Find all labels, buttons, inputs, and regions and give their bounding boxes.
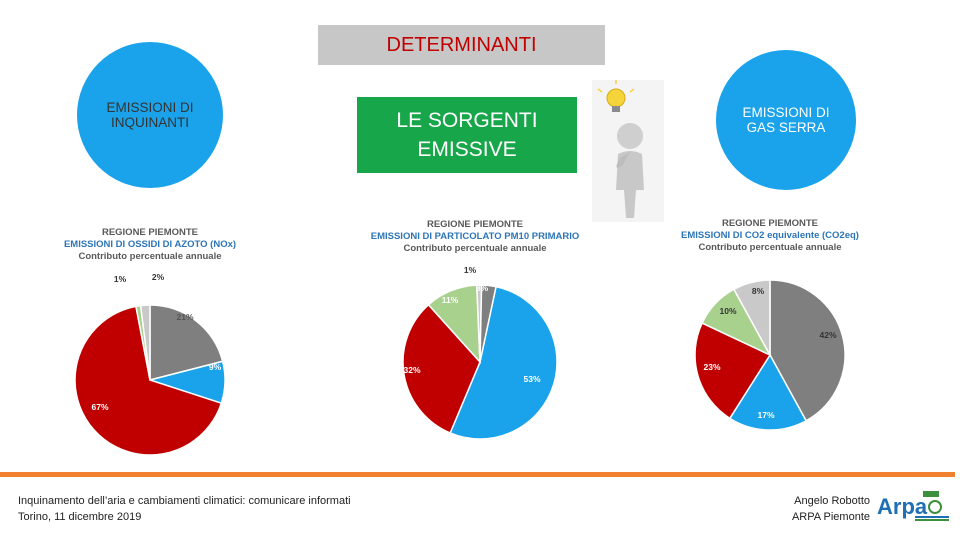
pie-slice-label: 32% — [403, 365, 420, 375]
nox-pie-chart: 21% 9% 67% 1% 2% — [74, 272, 226, 456]
subtitle-box: LE SORGENTI EMISSIVE — [357, 97, 577, 173]
pie-slice — [74, 305, 223, 456]
pie-slice — [149, 304, 224, 381]
footer-event-title: Inquinamento dell’aria e cambiamenti cli… — [18, 495, 351, 507]
pie-slice — [139, 304, 151, 381]
emissions-pollutants-bubble: EMISSIONI DI INQUINANTI — [77, 42, 223, 188]
subtitle-line-1: LE SORGENTI — [396, 109, 538, 132]
chart-2-subtitle: EMISSIONI DI PARTICOLATO PM10 PRIMARIO — [370, 231, 580, 242]
footer-rule — [0, 472, 955, 477]
chart-1-header: REGIONE PIEMONTE EMISSIONI DI OSSIDI DI … — [40, 227, 260, 263]
arpa-logo-text: Arpa — [877, 494, 928, 519]
chart-1-title: REGIONE PIEMONTE — [101, 227, 199, 238]
pie-slice-label: 3% — [476, 283, 489, 293]
pie-slice-label: 53% — [523, 374, 540, 384]
footer-event: Inquinamento dell’aria e cambiamenti cli… — [18, 493, 351, 525]
bubble-left-line-2: INQUINANTI — [110, 115, 189, 130]
pie-slice-label: 8% — [752, 286, 765, 296]
subtitle-line-2: EMISSIVE — [417, 138, 517, 161]
pie-slice — [449, 285, 558, 440]
footer-event-date: Torino, 11 dicembre 2019 — [18, 511, 142, 523]
footer-author-org: ARPA Piemonte — [791, 511, 870, 523]
chart-3-caption: Contributo percentuale annuale — [698, 242, 842, 253]
slide-title: DETERMINANTI — [318, 25, 605, 65]
arpa-logo: Arpa — [877, 491, 949, 521]
pie-slice-label: 10% — [719, 306, 736, 316]
pie-slice — [728, 353, 808, 431]
chart-2-header: REGIONE PIEMONTE EMISSIONI DI PARTICOLAT… — [350, 219, 600, 255]
co2eq-pie-chart: 42% 17% 23% 10% 8% — [694, 279, 846, 431]
pie-slice — [732, 279, 771, 356]
chart-1-subtitle: EMISSIONI DI OSSIDI DI AZOTO (NOx) — [63, 239, 237, 250]
pie-slice-label: 17% — [757, 410, 774, 420]
pie-slice-label: 67% — [91, 402, 108, 412]
chart-2-title: REGIONE PIEMONTE — [426, 219, 524, 230]
chart-1-caption: Contributo percentuale annuale — [78, 251, 222, 262]
pie-slice — [479, 284, 497, 363]
greenhouse-gas-bubble: EMISSIONI DI GAS SERRA — [716, 50, 856, 190]
bubble-right-line-2: GAS SERRA — [746, 120, 826, 135]
chart-3-title: REGIONE PIEMONTE — [721, 218, 819, 229]
pie-slice-label: 21% — [176, 312, 193, 322]
chart-3-header: REGIONE PIEMONTE EMISSIONI DI CO2 equiva… — [665, 218, 875, 254]
pie-slice — [769, 279, 846, 422]
pie-slice-label: 23% — [703, 362, 720, 372]
pie-slice-label: 1% — [114, 274, 127, 284]
pie-slice-label: 1% — [464, 265, 477, 275]
pie-slice-label: 9% — [209, 362, 222, 372]
pie-slice-label: 42% — [819, 330, 836, 340]
chart-2-caption: Contributo percentuale annuale — [403, 243, 547, 254]
pie-slice-label: 11% — [442, 295, 459, 305]
chart-3-subtitle: EMISSIONI DI CO2 equivalente (CO2eq) — [681, 230, 859, 241]
pm10-pie-chart: 53% 32% 11% 1% 3% — [402, 265, 558, 440]
thinking-figure-icon — [592, 80, 664, 222]
pie-slice — [402, 303, 481, 434]
pie-slice-label: 2% — [152, 272, 165, 282]
footer-author-name: Angelo Robotto — [794, 495, 870, 507]
footer-author: Angelo Robotto ARPA Piemonte — [780, 493, 870, 525]
bubble-left-line-1: EMISSIONI DI — [106, 100, 194, 115]
bubble-right-line-1: EMISSIONI DI — [742, 105, 830, 120]
